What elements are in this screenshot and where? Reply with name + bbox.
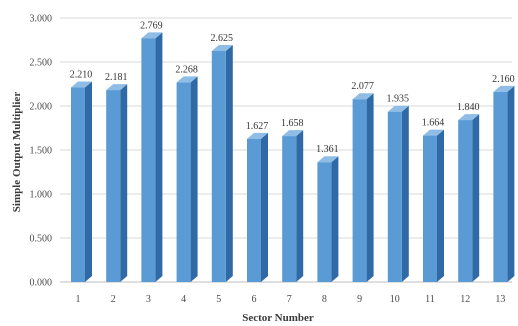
bar-front [493, 91, 508, 282]
data-label: 2.160 [492, 74, 515, 85]
y-tick-label: 3.000 [30, 14, 53, 25]
bar-front [282, 136, 297, 282]
bar-front [176, 82, 191, 282]
bar-top [352, 93, 374, 100]
data-label: 2.210 [70, 70, 93, 81]
bar-side [401, 105, 409, 282]
x-tick-label: 8 [322, 294, 327, 305]
x-tick-label: 5 [216, 294, 221, 305]
data-label: 1.658 [281, 118, 304, 129]
bar-side [261, 132, 268, 282]
bar [423, 129, 444, 282]
x-tick-label: 4 [181, 294, 186, 305]
x-tick-label: 12 [460, 294, 470, 305]
data-label: 1.935 [387, 94, 410, 105]
bar-side [472, 114, 480, 282]
bar-side [85, 81, 92, 283]
y-tick-label: 1.500 [30, 146, 53, 157]
bar-front [247, 138, 261, 282]
bar-top [247, 132, 268, 139]
data-labels: 2.210 2.181 2.769 2.268 2.625 1.627 1.658 1.361… [70, 20, 515, 155]
bar-front [317, 162, 332, 282]
bar-front [352, 99, 367, 282]
bar-top [106, 84, 128, 91]
x-tick-label: 9 [357, 294, 362, 305]
bar-side [225, 45, 233, 282]
y-axis-ticks: 0.000 0.500 1.000 1.500 2.000 2.500 3.000 [30, 14, 53, 289]
x-tick-label: 3 [146, 294, 151, 305]
x-tick-label: 6 [252, 294, 257, 305]
bar [493, 85, 515, 282]
data-label: 1.664 [422, 118, 445, 129]
bar-top [317, 156, 339, 163]
bar-side [507, 85, 515, 282]
x-tick-label: 7 [287, 294, 292, 305]
bar-front [458, 120, 473, 282]
bar [106, 84, 128, 283]
bar-front [211, 51, 226, 282]
bar [176, 76, 198, 282]
bar-top [211, 45, 233, 51]
data-label: 2.625 [211, 33, 234, 44]
bar-side [190, 76, 198, 282]
x-axis-title: Sector Number [242, 312, 314, 324]
data-label: 1.627 [246, 121, 269, 132]
bar-front [387, 111, 402, 282]
x-tick-label: 11 [425, 294, 435, 305]
bar-side [331, 156, 339, 282]
data-label: 1.361 [316, 144, 339, 155]
y-tick-label: 0.000 [30, 278, 53, 289]
bar-side [437, 129, 444, 282]
y-tick-label: 2.000 [30, 102, 53, 113]
bar-top [387, 105, 409, 112]
bar [458, 114, 480, 282]
bar-top [423, 129, 444, 136]
bar-side [120, 84, 128, 283]
bars [71, 32, 515, 283]
bar-front [423, 135, 437, 282]
bar [282, 130, 304, 282]
x-tick-label: 10 [390, 294, 400, 305]
bar [387, 105, 409, 282]
bar-top [176, 76, 198, 83]
y-tick-label: 2.500 [30, 58, 53, 69]
bar [352, 93, 374, 282]
bar-front [106, 90, 121, 283]
x-tick-label: 13 [495, 294, 505, 305]
y-tick-label: 1.000 [30, 190, 53, 201]
data-label: 2.769 [140, 20, 163, 31]
bar [247, 132, 268, 282]
bar-top [141, 32, 163, 39]
bar [317, 156, 339, 282]
bar-top [282, 130, 304, 137]
bar-top [493, 85, 515, 92]
data-label: 2.077 [351, 81, 374, 92]
y-axis-title: Simple Output Multiplier [11, 92, 23, 213]
data-label: 1.840 [457, 102, 480, 113]
data-label: 2.268 [175, 64, 198, 75]
bar-top [458, 114, 480, 121]
bar-side [366, 93, 374, 282]
bar [71, 81, 92, 283]
bar-top [71, 81, 92, 88]
x-tick-label: 1 [76, 294, 81, 305]
data-label: 2.181 [105, 72, 128, 83]
bar-side [296, 130, 304, 282]
x-axis-ticks: 1 2 3 4 5 6 7 8 9 10 11 12 13 [76, 294, 506, 305]
bar-front [141, 38, 156, 282]
bar [141, 32, 163, 282]
bar-side [155, 32, 163, 282]
bar [211, 45, 233, 282]
x-tick-label: 2 [111, 294, 116, 305]
y-tick-label: 0.500 [30, 234, 53, 245]
bar-front [71, 87, 85, 283]
